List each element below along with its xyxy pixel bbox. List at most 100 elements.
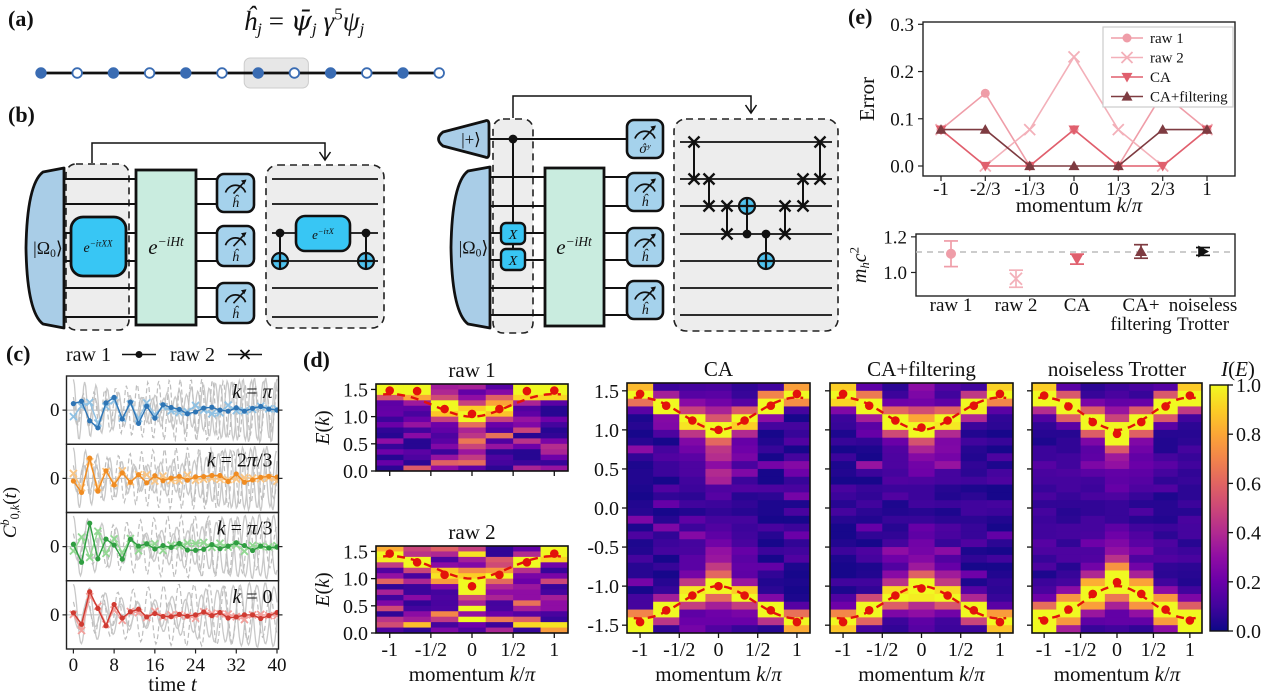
heat-cell <box>430 627 459 634</box>
heat-cell <box>403 551 432 558</box>
heat-cell <box>1056 453 1081 462</box>
heat-cell <box>830 508 857 517</box>
heat-cell <box>513 589 541 596</box>
meter-arc <box>634 238 656 247</box>
dispersion-point <box>440 404 449 414</box>
dispersion-point <box>1185 616 1195 625</box>
heat-cell <box>705 492 732 501</box>
heat-cell <box>731 445 759 454</box>
dispersion-point <box>995 617 1005 627</box>
math-segment: k <box>217 518 227 540</box>
x-tick-label: 1 <box>1185 639 1195 661</box>
heat-cell <box>1032 414 1057 423</box>
heat-cell <box>882 476 909 485</box>
heat-cell <box>731 531 759 540</box>
raw1-marker <box>176 406 182 412</box>
heat-cell <box>458 567 487 574</box>
heat-cell <box>986 422 1014 431</box>
heat-cell <box>960 531 988 540</box>
math-segment: ĥ <box>642 193 650 210</box>
heat-cell <box>731 617 759 626</box>
heat-cell <box>430 411 459 418</box>
math-segment: momentum <box>655 662 756 686</box>
momentum-annotation: k = 0 <box>232 586 272 608</box>
heat-cell <box>430 454 459 461</box>
heat-cell <box>1104 601 1130 610</box>
heat-cell <box>458 562 487 569</box>
heat-cell <box>1153 390 1179 400</box>
heat-cell <box>653 429 680 439</box>
y-axis-label: E(k) <box>312 572 334 607</box>
heat-cell <box>960 383 988 392</box>
raw1-marker <box>78 398 85 404</box>
math-segment: 2 <box>847 247 861 253</box>
heat-cell <box>731 570 759 579</box>
heat-cell <box>856 578 883 587</box>
heat-cell <box>485 411 514 418</box>
heat-cell <box>934 547 962 556</box>
dispersion-point <box>495 570 504 580</box>
raw1-marker <box>111 482 117 488</box>
heat-cell <box>705 547 732 556</box>
raw1-marker <box>127 399 134 405</box>
heat-cell <box>627 476 654 485</box>
heat-cell <box>627 625 654 634</box>
heat-cell <box>960 437 988 446</box>
heat-cell <box>1177 601 1203 610</box>
heat-cell <box>458 422 487 428</box>
y-tick-label: 1.0 <box>343 569 368 591</box>
dispersion-point <box>1039 391 1049 400</box>
math-segment: |+⟩ <box>461 130 481 149</box>
y-tick-label: 0.0 <box>343 461 368 483</box>
heat-cell <box>1153 554 1179 564</box>
heat-cell <box>376 611 404 618</box>
raw2-marker <box>183 538 192 548</box>
raw1-marker <box>111 542 117 548</box>
heat-cell <box>856 453 883 462</box>
math-segment: π <box>771 662 782 686</box>
heat-cell <box>783 414 811 423</box>
heat-cell <box>1080 547 1106 556</box>
heat-cell <box>1177 406 1203 415</box>
heat-cell <box>653 414 680 423</box>
heat-cell <box>934 508 962 517</box>
heat-cell <box>1056 554 1081 564</box>
y-tick-label: -1.0 <box>587 576 619 598</box>
math-segment: momentum <box>1054 662 1155 686</box>
heat-cell <box>830 625 857 634</box>
heat-cell <box>679 398 706 407</box>
heat-cell <box>1177 547 1203 556</box>
dispersion-point <box>969 401 979 410</box>
heat-cell <box>627 398 654 407</box>
heat-cell <box>731 422 759 431</box>
heat-cell <box>430 546 459 552</box>
raw1-marker <box>70 478 76 484</box>
heatmap-title: CA+filtering <box>867 357 976 381</box>
heat-cell <box>1104 398 1130 407</box>
measurement-label: ĥ <box>232 248 240 265</box>
series-marker <box>980 88 990 98</box>
y-tick-label: 0 <box>50 605 60 626</box>
heat-cell <box>731 437 759 446</box>
math-segment: = <box>241 381 262 403</box>
heat-cell <box>430 551 459 558</box>
heat-cell <box>1056 500 1081 509</box>
raw1-marker <box>274 407 279 413</box>
heat-cell <box>627 429 654 439</box>
raw1-marker <box>78 559 85 565</box>
heat-cell <box>1056 562 1081 571</box>
heat-cell <box>458 389 487 396</box>
raw1-marker <box>241 408 248 414</box>
heat-cell <box>908 609 935 618</box>
heat-cell <box>540 411 569 418</box>
panel-d-label: (d) <box>303 347 330 372</box>
errorbar-marker <box>1135 245 1147 256</box>
heat-cell <box>513 584 541 590</box>
heat-cell <box>1080 539 1106 548</box>
heat-cell <box>830 578 857 587</box>
legend-marker <box>1121 91 1133 101</box>
heat-cell <box>430 465 459 472</box>
heat-cell <box>653 547 680 556</box>
raw1-marker <box>144 614 150 620</box>
heat-cell <box>485 432 514 439</box>
